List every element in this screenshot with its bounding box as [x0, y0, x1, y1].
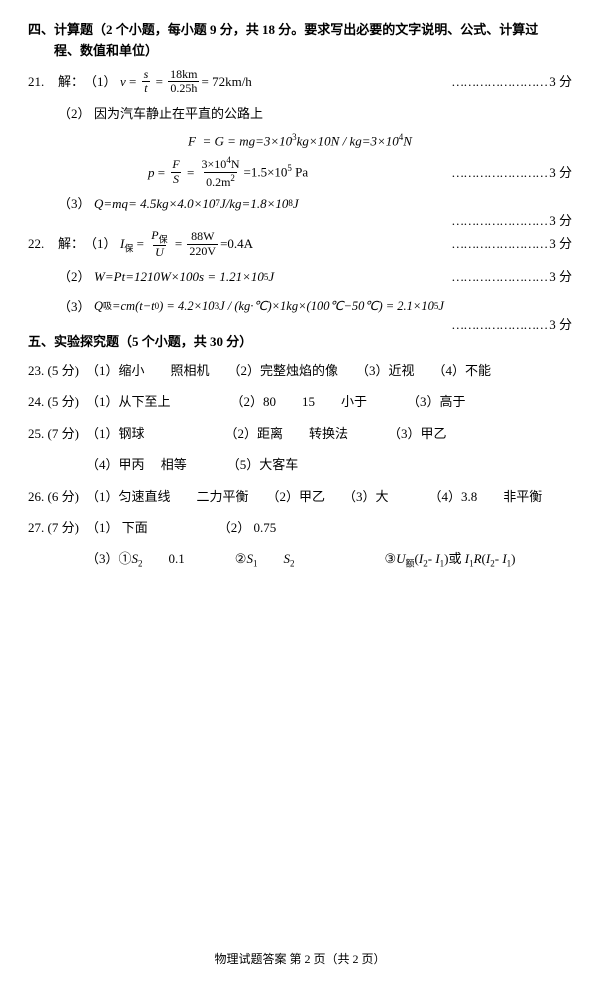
q27-num: 27. (7 分)	[28, 516, 86, 539]
ans: （3）近视	[356, 359, 415, 382]
question-21: 21. 解： （1） v = st = 18km0.25h = 72km/h 3…	[28, 68, 572, 221]
q21-p2text: 因为汽车静止在平直的公路上	[94, 102, 263, 125]
fn: F	[170, 158, 181, 172]
fd2: 220V	[187, 244, 218, 259]
q23-num: 23. (5 分)	[28, 359, 86, 382]
q22-num: 22.	[28, 232, 58, 255]
q21-solve: 解：	[58, 70, 84, 93]
q25-b: （4）甲丙 相等 （5）大客车	[28, 453, 572, 476]
question-22: 22. 解： （1） I保 = P保U = 88W220V =0.4A 3 分 …	[28, 229, 572, 324]
score: 3 分	[451, 232, 572, 255]
ans: （1）从下至上	[86, 390, 171, 413]
q22-p3: （3）	[58, 295, 94, 318]
q22-eqQ: Q吸 = cm(t − t0) = 4.2×103J / (kg·℃)×1kg×…	[94, 295, 444, 318]
fn: s	[142, 68, 151, 82]
q27-b: （3）①S2 0.1 ②S1 S2 ③U额(I2- I1)或 I1R(I2- I…	[28, 547, 572, 572]
q21-eqP-row: p = FS = 3×104N0.2m2 =1.5×105 Pa 3 分	[28, 155, 572, 190]
ans: （2）完整烛焰的像	[228, 359, 339, 382]
score: 3 分	[451, 313, 572, 336]
q21-p2: （2）	[58, 102, 94, 125]
q22-p1: （1）	[84, 232, 120, 255]
q27-a: 27. (7 分) （1） 下面 （2） 0.75	[28, 516, 572, 539]
rhs: =0.4A	[220, 232, 253, 255]
q21-eqF: F = G = mg=3×103kg×10N / kg=3×104N	[188, 132, 412, 149]
q21-part2-text: （2） 因为汽车静止在平直的公路上	[28, 102, 572, 125]
fn2: 18km	[168, 68, 199, 82]
page-footer: 物理试题答案 第 2 页（共 2 页）	[0, 950, 600, 967]
q22-eqI: I保 = P保U = 88W220V =0.4A	[120, 229, 253, 260]
ans: （1）钢球	[86, 422, 145, 445]
section4-title-l1: 四、计算题（2 个小题，每小题 9 分，共 18 分。要求写出必要的文字说明、公…	[28, 22, 538, 37]
fd: t	[142, 81, 149, 96]
ans: （5）大客车	[227, 453, 299, 476]
fd2: 0.25h	[168, 81, 199, 96]
ans: ②S1 S2	[235, 547, 295, 572]
q22-p2: （2）	[58, 265, 94, 288]
ans: （1）匀速直线 二力平衡	[86, 485, 249, 508]
rhs: =1.5×105 Pa	[243, 160, 308, 184]
q21-p3: （3）	[58, 192, 94, 215]
score: 3 分	[451, 70, 572, 93]
ans: （2）距离 转换法	[225, 422, 349, 445]
ans: （2）甲乙	[267, 485, 326, 508]
q21-p1: （1）	[84, 70, 120, 93]
ans: （4）3.8 非平衡	[429, 485, 543, 508]
q24: 24. (5 分) （1）从下至上 （2）80 15 小于 （3）高于	[28, 390, 572, 413]
ans: ③U额(I2- I1)或 I1R(I2- I1)	[384, 547, 515, 572]
ans: （4）不能	[433, 359, 492, 382]
ans: （2） 0.75	[218, 516, 277, 539]
score: 3 分	[451, 161, 572, 184]
score: 3 分	[451, 265, 572, 288]
fn: P保	[149, 229, 169, 245]
fd: U	[153, 245, 166, 260]
fd: S	[171, 172, 181, 187]
section4-title: 四、计算题（2 个小题，每小题 9 分，共 18 分。要求写出必要的文字说明、公…	[28, 20, 572, 62]
rhs: = 72km/h	[202, 70, 252, 93]
fd2: 0.2m2	[204, 172, 237, 190]
q25-num: 25. (7 分)	[28, 422, 86, 445]
q22-part2: （2） W = Pt =1210W×100s = 1.21×105 J 3 分	[28, 265, 572, 288]
ans: （1）缩小 照相机	[86, 359, 210, 382]
ans: （4）甲丙 相等	[86, 453, 187, 476]
ans: （3）高于	[407, 390, 466, 413]
q21-eq1: v = st = 18km0.25h = 72km/h	[120, 68, 252, 97]
q23: 23. (5 分) （1）缩小 照相机 （2）完整烛焰的像 （3）近视 （4）不…	[28, 359, 572, 382]
q21-eqQ: Q = mq = 4.5kg×4.0×107J/kg=1.8×108J	[94, 192, 299, 215]
ans: （3）大	[343, 485, 389, 508]
q25-a: 25. (7 分) （1）钢球 （2）距离 转换法 （3）甲乙	[28, 422, 572, 445]
ans: （2）80 15 小于	[231, 390, 368, 413]
q22-eqW: W = Pt =1210W×100s = 1.21×105 J	[94, 265, 274, 288]
ans: （3）①S2 0.1	[86, 547, 185, 572]
q21-num: 21.	[28, 70, 58, 93]
q22-solve: 解：	[58, 232, 84, 255]
q26-num: 26. (6 分)	[28, 485, 86, 508]
q22-part1: 22. 解： （1） I保 = P保U = 88W220V =0.4A 3 分	[28, 229, 572, 260]
section4-title-l2: 程、数值和单位）	[28, 43, 158, 58]
fn2: 88W	[189, 230, 216, 244]
q21-part1: 21. 解： （1） v = st = 18km0.25h = 72km/h 3…	[28, 68, 572, 97]
ans: （1） 下面	[86, 516, 148, 539]
q24-num: 24. (5 分)	[28, 390, 86, 413]
q26: 26. (6 分) （1）匀速直线 二力平衡 （2）甲乙 （3）大 （4）3.8…	[28, 485, 572, 508]
fn2: 3×104N	[200, 155, 242, 172]
ans: （3）甲乙	[388, 422, 447, 445]
q21-eqF-row: F = G = mg=3×103kg×10N / kg=3×104N	[28, 132, 572, 149]
q21-eqP: p = FS = 3×104N0.2m2 =1.5×105 Pa	[148, 155, 308, 190]
